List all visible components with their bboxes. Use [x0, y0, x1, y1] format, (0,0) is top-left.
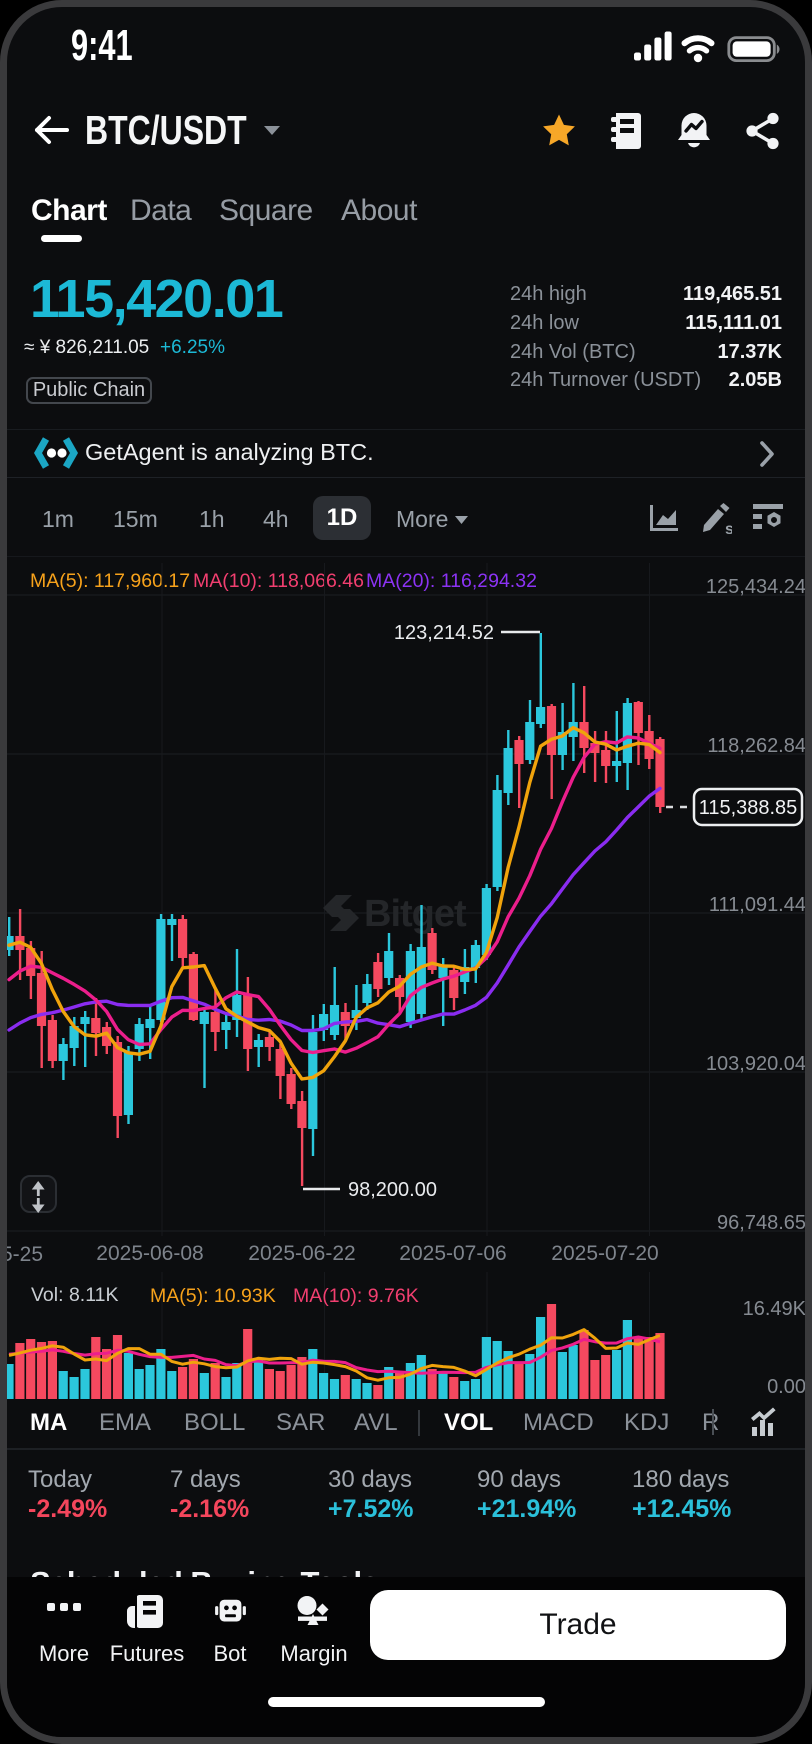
svg-text:16.49K: 16.49K [743, 1298, 805, 1320]
svg-text:Bitget: Bitget [364, 893, 467, 935]
svg-text:111,091.44: 111,091.44 [709, 894, 805, 916]
svg-text:2025-07-06: 2025-07-06 [399, 1242, 506, 1265]
svg-text:0.00: 0.00 [767, 1376, 805, 1398]
svg-text:98,200.00: 98,200.00 [348, 1179, 437, 1201]
svg-text:2025-06-08: 2025-06-08 [96, 1242, 203, 1265]
svg-text:103,920.04: 103,920.04 [706, 1053, 805, 1075]
svg-text:5-25: 5-25 [7, 1243, 43, 1266]
svg-text:2025-07-20: 2025-07-20 [551, 1242, 658, 1265]
svg-text:123,214.52: 123,214.52 [394, 622, 494, 644]
svg-text:s: s [725, 521, 732, 535]
svg-text:115,388.85: 115,388.85 [699, 797, 798, 819]
svg-text:2025-06-22: 2025-06-22 [248, 1242, 355, 1265]
svg-text:96,748.65: 96,748.65 [717, 1212, 805, 1234]
svg-text:125,434.24: 125,434.24 [706, 576, 805, 598]
svg-text:118,262.84: 118,262.84 [707, 735, 805, 757]
